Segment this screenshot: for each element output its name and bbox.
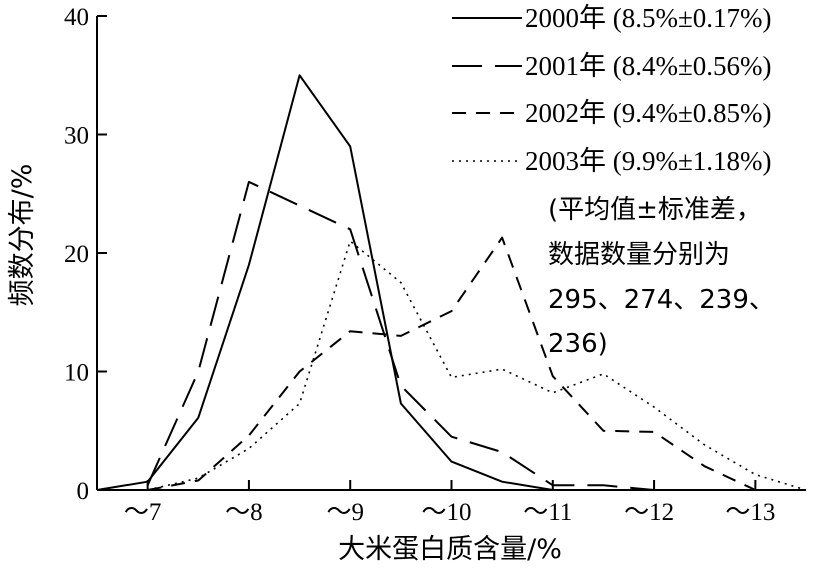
y-tick-label: 30 <box>64 123 89 150</box>
x-tick-label: ～13 <box>725 499 775 526</box>
x-tick-label: ～10 <box>421 499 471 526</box>
y-tick-label: 40 <box>64 4 89 31</box>
x-tick-label: ～9 <box>326 499 364 526</box>
legend-label-3: 2002年 (9.4%±0.85%) <box>525 98 772 128</box>
series-line-1 <box>96 74 553 491</box>
series-line-2 <box>146 180 655 491</box>
annotation-line: 236) <box>548 329 608 359</box>
y-ticks: 0 10 20 30 40 <box>64 4 107 505</box>
series-line-4 <box>147 240 807 491</box>
legend-label-4: 2003年 (9.9%±1.18%) <box>525 146 772 176</box>
legend-label-1: 2000年 (8.5%±0.17%) <box>525 3 772 33</box>
y-tick-label: 0 <box>77 478 90 505</box>
x-tick-label: ～11 <box>523 499 572 526</box>
legend-label-2: 2001年 (8.4%±0.56%) <box>525 51 772 81</box>
series-lines <box>96 74 807 491</box>
x-tick-label: ～8 <box>225 499 263 526</box>
annotation-note: (平均值±标准差， 数据数量分别为 295、274、239、 236) <box>548 195 775 359</box>
y-tick-label: 20 <box>64 241 89 268</box>
y-axis-title: 频数分布/% <box>7 164 38 307</box>
annotation-line: 295、274、239、 <box>548 285 775 315</box>
x-axis-title: 大米蛋白质含量/% <box>338 534 562 565</box>
x-tick-label: ～12 <box>624 499 674 526</box>
series-line-3 <box>147 236 756 491</box>
x-tick-label: ～7 <box>124 499 162 526</box>
y-tick-label: 10 <box>64 360 89 387</box>
x-ticks: ～7 ～8 ～9 ～10 ～11 ～12 ～13 <box>124 480 775 526</box>
annotation-line: 数据数量分别为 <box>548 240 730 270</box>
legend: 2000年 (8.5%±0.17%) 2001年 (8.4%±0.56%) 2002… <box>452 3 772 176</box>
annotation-line: (平均值±标准差， <box>548 195 762 225</box>
